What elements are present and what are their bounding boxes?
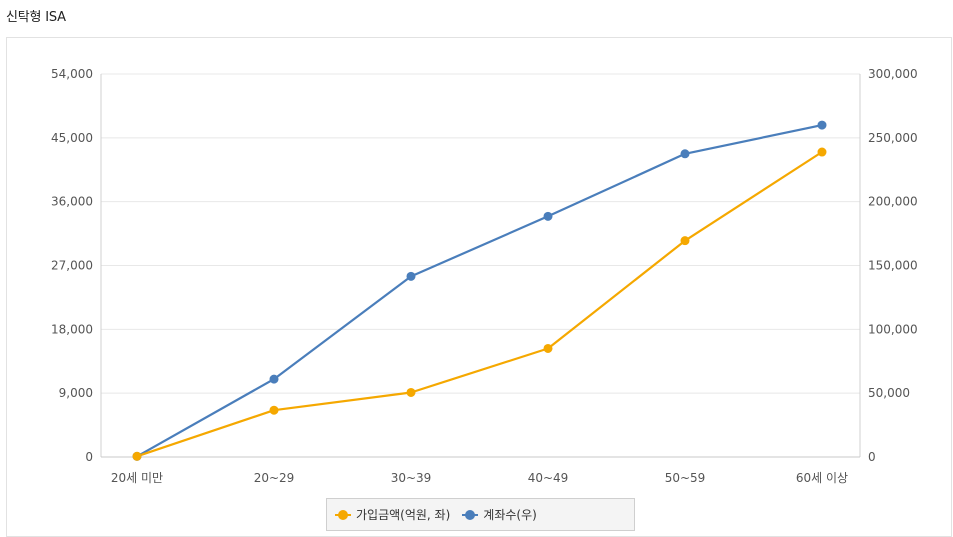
data-point-0 bbox=[680, 236, 690, 246]
data-point-0 bbox=[817, 147, 827, 157]
data-point-1 bbox=[817, 120, 827, 130]
data-points bbox=[132, 120, 827, 461]
y-right-tick-label: 100,000 bbox=[868, 322, 918, 336]
data-point-0 bbox=[406, 387, 416, 397]
grid-lines bbox=[101, 73, 860, 394]
legend-label-amount: 가입금액(억원, 좌) bbox=[356, 508, 451, 522]
y-right-tick-label: 0 bbox=[868, 450, 876, 464]
axes bbox=[100, 74, 861, 458]
y-right-tick-label: 200,000 bbox=[868, 195, 918, 209]
series-line-0 bbox=[135, 150, 824, 458]
data-point-1 bbox=[680, 149, 690, 159]
data-point-1 bbox=[543, 211, 553, 221]
y-right-tick-label: 150,000 bbox=[868, 259, 918, 273]
data-point-0 bbox=[269, 405, 279, 415]
chart-legend: 가입금액(억원, 좌) 계좌수(우) bbox=[326, 498, 635, 531]
y-left-tick-label: 9,000 bbox=[59, 386, 93, 400]
x-tick-label: 20세 미만 bbox=[111, 471, 163, 485]
chart-panel bbox=[6, 37, 952, 537]
series-lines bbox=[135, 123, 824, 458]
legend-marker-amount-icon bbox=[335, 509, 351, 520]
legend-item-amount[interactable]: 가입금액(억원, 좌) bbox=[335, 506, 450, 523]
page-title: 신탁형 ISA bbox=[6, 10, 66, 25]
y-left-tick-label: 54,000 bbox=[51, 67, 93, 81]
data-point-1 bbox=[406, 271, 416, 281]
x-tick-label: 20~29 bbox=[254, 471, 295, 485]
y-left-tick-label: 36,000 bbox=[51, 195, 93, 209]
y-right-tick-label: 300,000 bbox=[868, 67, 918, 81]
data-point-0 bbox=[132, 451, 142, 461]
legend-label-accounts: 계좌수(우) bbox=[483, 508, 537, 522]
legend-item-accounts[interactable]: 계좌수(우) bbox=[462, 506, 537, 523]
y-left-tick-label: 27,000 bbox=[51, 259, 93, 273]
x-tick-label: 60세 이상 bbox=[796, 471, 848, 485]
legend-marker-accounts-icon bbox=[462, 509, 479, 520]
x-tick-label: 50~59 bbox=[665, 471, 706, 485]
x-tick-label: 40~49 bbox=[528, 471, 569, 485]
series-line-1 bbox=[135, 123, 824, 458]
y-right-tick-label: 250,000 bbox=[868, 131, 918, 145]
tick-labels: 0 9,000 18,000 27,000 36,000 45,000 54,000 0 50,… bbox=[51, 67, 918, 485]
y-left-tick-label: 45,000 bbox=[51, 131, 93, 145]
y-left-tick-label: 18,000 bbox=[51, 322, 93, 336]
y-right-tick-label: 50,000 bbox=[868, 386, 910, 400]
data-point-0 bbox=[543, 343, 553, 353]
data-point-1 bbox=[269, 374, 279, 384]
x-tick-label: 30~39 bbox=[391, 471, 432, 485]
y-left-tick-label: 0 bbox=[85, 450, 93, 464]
